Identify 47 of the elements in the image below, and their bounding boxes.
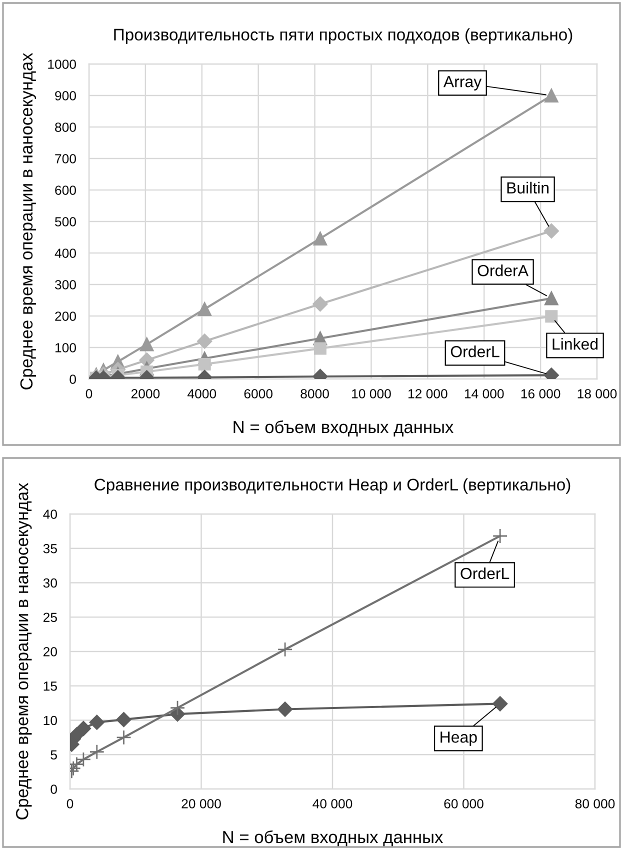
y-tick-label: 25 <box>43 612 57 622</box>
series-label: OrderL <box>460 567 510 580</box>
y-tick-label: 700 <box>55 154 76 164</box>
y-tick-label: 0 <box>50 784 57 794</box>
x-tick-label: 16 000 <box>521 389 560 398</box>
x-tick-label: 60 000 <box>444 799 484 808</box>
x-tick-label: 18 000 <box>578 389 617 398</box>
text: Array <box>443 76 482 90</box>
y-tick-label: 30 <box>43 578 57 588</box>
y-tick-label: 1000 <box>48 60 76 69</box>
x-tick-label: 12 000 <box>408 389 448 398</box>
x-tick-label: 14 000 <box>464 389 504 398</box>
y-tick-label: 200 <box>55 312 76 321</box>
x-tick-label: 0 <box>86 389 92 398</box>
y-tick-label: 800 <box>55 122 76 132</box>
y-tick-label: 5 <box>50 750 57 760</box>
y-tick-label: 400 <box>54 248 76 258</box>
x-tick-label: 40 000 <box>312 799 352 808</box>
y-tick-label: 40 <box>43 510 57 519</box>
chart-title: Сравнение производительности Heap и OrderL (вертикально) <box>94 478 570 494</box>
x-axis-title: N = объем входных данных <box>234 420 454 437</box>
x-tick-label: 4000 <box>188 389 216 398</box>
series-label: OrderL <box>450 346 500 358</box>
x-tick-label: 80 000 <box>575 799 615 808</box>
y-tick-label: 500 <box>55 217 76 226</box>
series-label: Builtin <box>507 182 548 194</box>
y-tick-label: 35 <box>43 544 57 554</box>
x-tick-label: 6000 <box>244 389 272 398</box>
series-label: Heap <box>440 732 477 746</box>
y-tick-label: 15 <box>44 682 57 691</box>
y-axis-title: Среднее время операции в наносекундах <box>16 482 32 820</box>
x-tick-label: 2000 <box>131 389 160 398</box>
series-label: OrderA <box>478 264 528 276</box>
chart-title: Производительность пяти простых подходов (вертикально) <box>114 28 572 44</box>
y-tick-label: 600 <box>55 186 76 195</box>
y-tick-label: 20 <box>43 647 57 656</box>
x-tick-label: 10 000 <box>352 389 391 398</box>
y-axis-title: Среднее время операции в наносекундах <box>20 52 36 390</box>
y-tick-label: 300 <box>54 280 76 290</box>
y-tick-label: 10 <box>44 716 57 726</box>
y-tick-label: 0 <box>70 374 76 384</box>
x-tick-label: 8000 <box>300 389 329 398</box>
x-axis-title: N = объем входных данных <box>223 830 444 847</box>
y-tick-label: 900 <box>55 91 76 100</box>
y-tick-label: 100 <box>55 343 76 352</box>
x-tick-label: 20 000 <box>182 799 221 808</box>
series-label: Linked <box>552 338 598 350</box>
